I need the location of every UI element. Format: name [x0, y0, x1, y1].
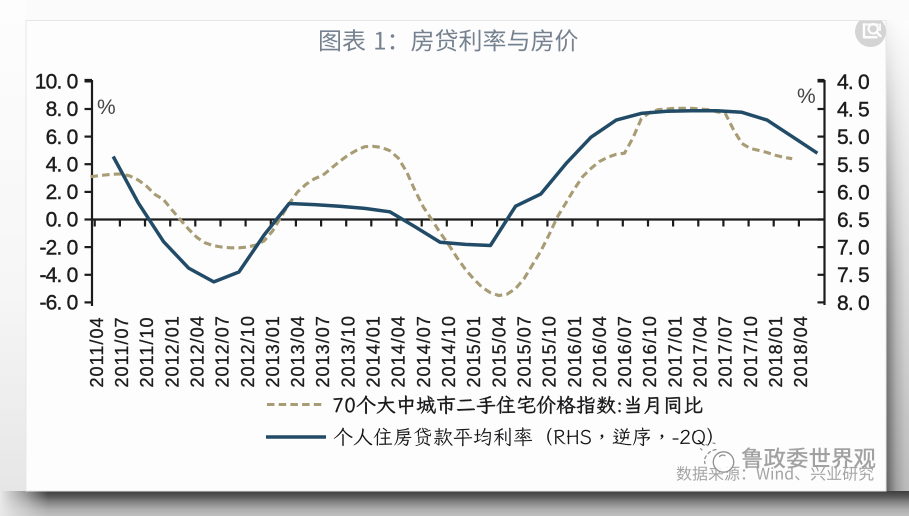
- svg-text:0. 0: 0. 0: [46, 209, 78, 232]
- svg-text:%: %: [797, 85, 816, 108]
- svg-text:5. 0: 5. 0: [837, 126, 869, 149]
- svg-text:2015/10: 2015/10: [540, 315, 560, 387]
- svg-text:2012/10: 2012/10: [238, 315, 258, 387]
- svg-text:2017/10: 2017/10: [741, 315, 761, 387]
- svg-text:6. 0: 6. 0: [46, 126, 78, 149]
- svg-text:2016/07: 2016/07: [615, 315, 635, 387]
- svg-text:2016/10: 2016/10: [640, 315, 660, 387]
- svg-text:2017/07: 2017/07: [716, 315, 736, 387]
- svg-text:-2. 0: -2. 0: [39, 236, 77, 259]
- svg-text:-4. 0: -4. 0: [39, 264, 77, 287]
- svg-text:2015/01: 2015/01: [464, 315, 484, 387]
- svg-text:2. 0: 2. 0: [46, 181, 78, 204]
- svg-text:10. 0: 10. 0: [35, 71, 78, 94]
- svg-text:6. 5: 6. 5: [837, 209, 869, 232]
- svg-text:2011/04: 2011/04: [87, 316, 107, 387]
- svg-text:8. 0: 8. 0: [46, 98, 78, 121]
- svg-text:2012/04: 2012/04: [188, 315, 208, 387]
- svg-text:2012/01: 2012/01: [162, 315, 182, 387]
- svg-text:2018/01: 2018/01: [766, 315, 786, 387]
- svg-text:5. 5: 5. 5: [837, 154, 869, 177]
- svg-text:2017/01: 2017/01: [665, 315, 685, 387]
- svg-text:2013/01: 2013/01: [263, 315, 283, 387]
- svg-text:2013/04: 2013/04: [288, 315, 308, 387]
- svg-text:2011/10: 2011/10: [137, 316, 157, 387]
- svg-text:2013/10: 2013/10: [338, 315, 358, 387]
- svg-text:8. 0: 8. 0: [837, 292, 869, 315]
- svg-text:4. 0: 4. 0: [837, 71, 869, 94]
- svg-text:%: %: [97, 96, 116, 119]
- svg-text:2014/10: 2014/10: [439, 315, 459, 387]
- svg-text:7. 5: 7. 5: [837, 264, 869, 287]
- svg-text:2016/04: 2016/04: [590, 315, 610, 387]
- svg-text:2016/01: 2016/01: [565, 315, 585, 387]
- svg-text:4. 5: 4. 5: [837, 99, 869, 122]
- svg-text:2012/07: 2012/07: [213, 315, 233, 387]
- svg-text:2015/07: 2015/07: [514, 315, 534, 387]
- svg-text:2015/04: 2015/04: [489, 315, 509, 387]
- svg-text:2013/07: 2013/07: [313, 315, 333, 387]
- svg-text:-6. 0: -6. 0: [39, 292, 77, 315]
- svg-text:2017/04: 2017/04: [691, 315, 711, 387]
- svg-text:7. 0: 7. 0: [837, 237, 869, 260]
- svg-text:2011/07: 2011/07: [112, 316, 132, 387]
- svg-text:2018/04: 2018/04: [791, 315, 811, 387]
- svg-text:2014/04: 2014/04: [389, 315, 409, 387]
- svg-text:2014/01: 2014/01: [364, 315, 384, 387]
- svg-text:6. 0: 6. 0: [837, 181, 869, 204]
- svg-text:2014/07: 2014/07: [414, 315, 434, 387]
- svg-text:4. 0: 4. 0: [46, 153, 78, 176]
